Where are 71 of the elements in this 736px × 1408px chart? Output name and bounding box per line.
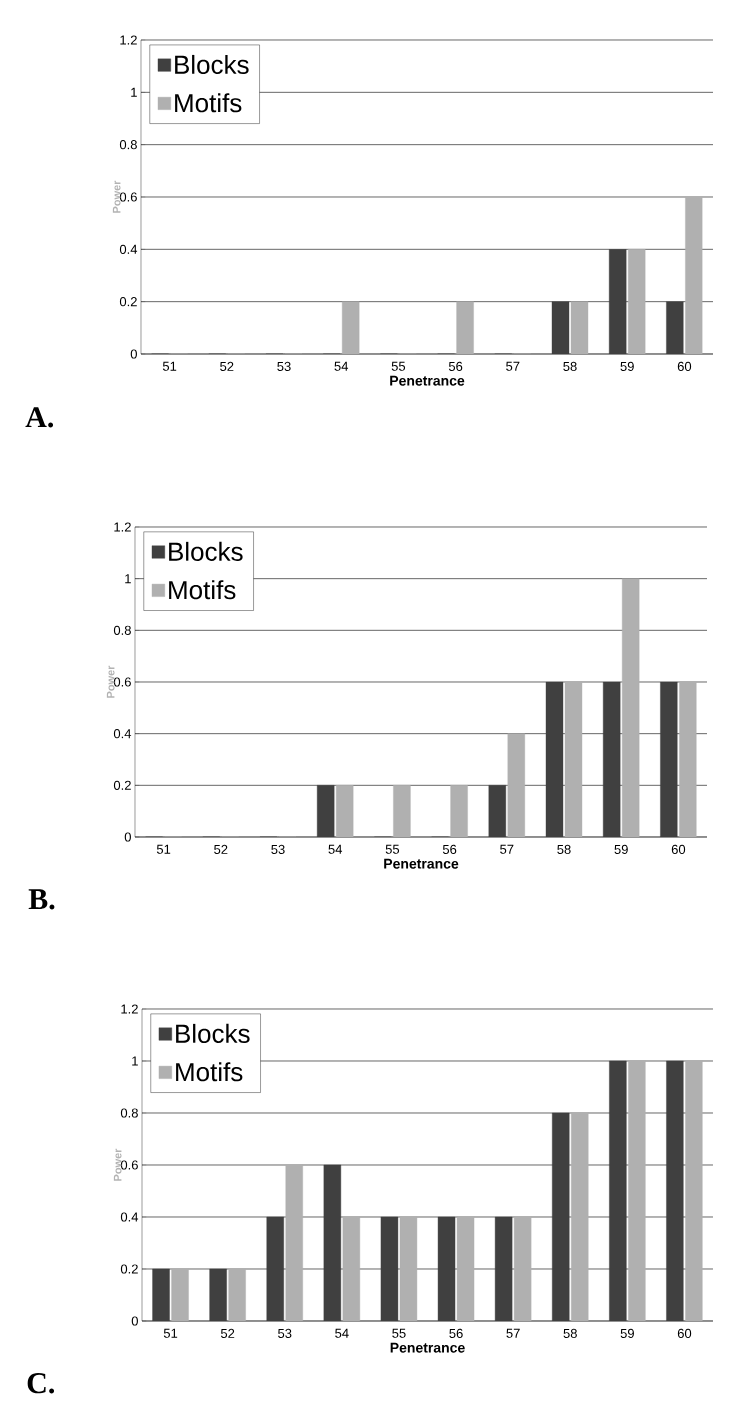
x-tick-label: 59 [620,1328,634,1338]
x-tick-label: 53 [277,361,291,371]
legend-label: Motifs [175,93,242,113]
text: C. [27,1373,55,1394]
x-tick-label: 54 [328,844,343,854]
x-tick-label: 56 [449,1328,463,1338]
y-tick-label: 0.2 [120,1264,138,1274]
y-tick-label: 0 [131,1316,138,1326]
x-tick-label: 60 [677,361,692,371]
x-tick-label: 53 [278,1328,292,1338]
y-tick-label: 0.8 [113,625,131,635]
y-tick-label: 0.2 [113,780,131,790]
y-axis-title: Power [112,180,121,213]
legend-label: Blocks [176,1023,250,1043]
bar [685,196,703,354]
x-tick-label: 55 [385,844,400,854]
y-tick-label: 0.4 [119,244,138,254]
x-tick-label: 51 [162,361,177,371]
x-tick-label: 56 [442,844,457,854]
y-tick-label: 1.2 [120,35,137,45]
y-tick-label: 0.6 [119,192,137,202]
y-tick-label: 1 [131,87,137,97]
x-tick-label: 52 [220,361,234,371]
x-tick-label: 60 [671,844,686,854]
x-axis-title: Penetrance [390,1342,465,1353]
x-tick-label: 51 [156,844,171,854]
x-tick-label: 51 [163,1328,178,1338]
y-tick-label: 0.4 [113,729,132,739]
x-tick-label: 55 [392,1328,406,1338]
y-tick-label: 0.4 [120,1212,139,1222]
x-tick-label: 54 [334,361,349,371]
legend-label: Motifs [176,1062,243,1082]
x-tick-label: 53 [271,844,285,854]
y-tick-label: 0.8 [119,140,137,150]
y-tick-label: 0.2 [119,297,137,307]
legend-label: Motifs [169,580,236,600]
y-tick-label: 0 [124,832,131,842]
x-tick-label: 55 [391,361,406,371]
x-axis-title: Penetrance [384,858,459,869]
legend-label: Blocks [169,541,243,561]
y-tick-label: 0.8 [120,1108,138,1118]
text: A. [25,407,54,428]
bar [456,301,474,354]
bar [628,249,646,354]
x-tick-label: 52 [220,1328,235,1338]
legend-label: Blocks [175,54,249,74]
y-tick-label: 1.2 [121,1004,138,1014]
x-tick-label: 57 [500,844,514,854]
y-tick-label: 0.6 [120,1160,138,1170]
x-tick-label: 59 [614,844,628,854]
y-axis-title: Power [106,665,115,698]
x-axis-title: Penetrance [390,375,465,386]
bar [570,301,589,354]
y-axis-title: Power [113,1148,122,1181]
x-tick-label: 56 [448,361,463,371]
y-tick-label: 1.2 [114,522,131,532]
y-tick-label: 0.6 [113,677,131,687]
x-tick-label: 58 [557,844,571,854]
y-tick-label: 1 [125,574,131,584]
x-tick-label: 52 [214,844,228,854]
x-tick-label: 54 [335,1328,349,1338]
y-tick-label: 1 [132,1056,138,1066]
y-tick-label: 0 [130,349,137,359]
x-tick-label: 58 [563,1328,577,1338]
x-tick-label: 57 [506,361,520,371]
x-tick-label: 58 [563,361,577,371]
x-tick-label: 57 [506,1328,520,1338]
x-tick-label: 59 [620,361,634,371]
bar [342,301,360,354]
x-tick-label: 60 [677,1328,692,1338]
text: B. [28,889,55,910]
